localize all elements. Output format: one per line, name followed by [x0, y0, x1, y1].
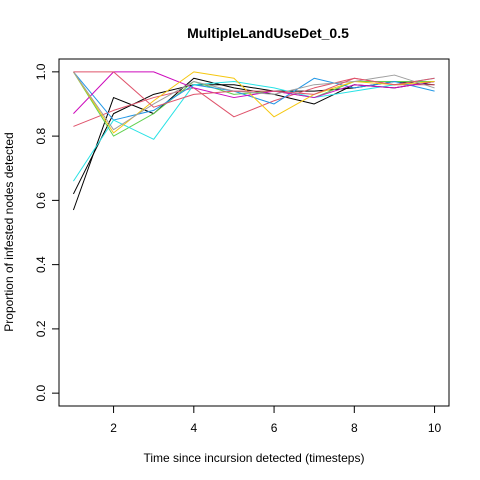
x-axis-label: Time since incursion detected (timesteps… [144, 451, 365, 465]
series-line-5 [73, 71, 435, 121]
series-group [72, 71, 435, 211]
x-tick-label: 6 [271, 421, 278, 435]
y-tick-label: 0.6 [34, 192, 48, 209]
plot-area-frame [58, 58, 450, 407]
y-axis-label: Proportion of infested nodes detected [2, 132, 16, 331]
series-line-3 [73, 77, 435, 127]
x-tick-label: 8 [351, 421, 358, 435]
x-tick-label: 4 [190, 421, 197, 435]
y-axis: 0.0 0.2 0.4 0.6 0.8 1.0 [34, 63, 60, 401]
x-tick-label: 10 [428, 421, 442, 435]
series-line-2 [72, 80, 435, 195]
series-line-10 [73, 71, 435, 108]
y-tick-label: 0.2 [34, 320, 48, 337]
y-tick-label: 0.4 [34, 256, 48, 273]
y-tick-label: 0.8 [34, 127, 48, 144]
y-tick-label: 0.0 [34, 384, 48, 401]
x-axis: 2 4 6 8 10 [110, 405, 442, 435]
x-tick-label: 2 [110, 421, 117, 435]
y-tick-label: 1.0 [34, 63, 48, 80]
series-line-6 [73, 77, 435, 182]
series-line-9 [73, 71, 435, 131]
series-line-7 [73, 71, 435, 114]
chart-title: MultipleLandUseDet_0.5 [187, 25, 349, 41]
